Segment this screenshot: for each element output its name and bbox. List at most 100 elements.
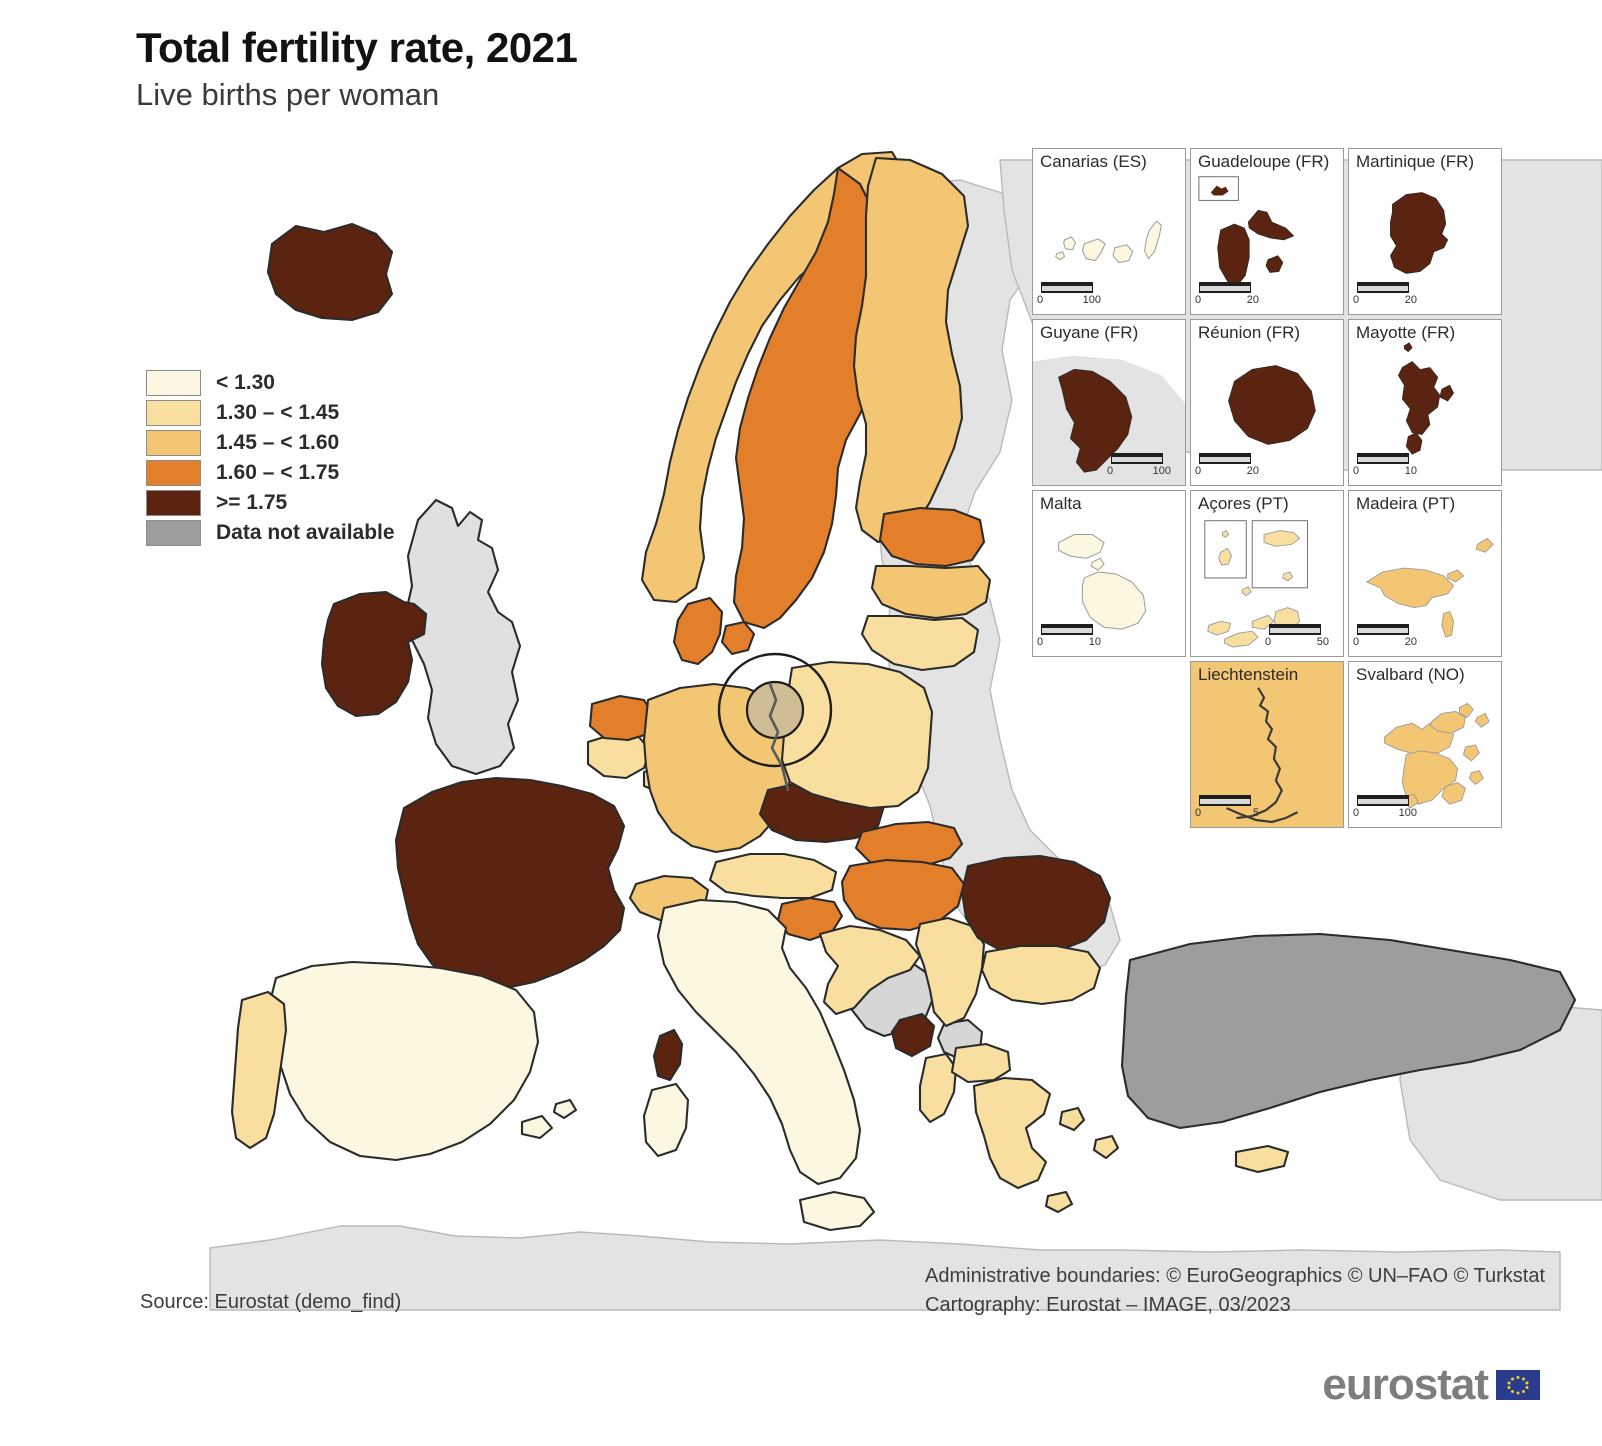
inset-title-mayotte: Mayotte (FR) (1356, 323, 1456, 342)
page-subtitle: Live births per woman (136, 77, 440, 113)
region-italy (656, 898, 862, 1186)
scalebar-min: 0 (1353, 465, 1360, 477)
scalebar-martinique: 0 20 (1353, 282, 1417, 306)
scalebar-bar (1269, 624, 1321, 635)
scalebar-malta: 0 10 (1037, 624, 1101, 648)
region-denmark-isles (720, 620, 756, 656)
scalebar-max: 5 (1252, 807, 1259, 819)
inset-mayotte[interactable]: Mayotte (FR) 0 10 (1348, 319, 1502, 486)
scalebar-bar (1357, 795, 1409, 806)
scalebar-bar (1111, 453, 1163, 464)
region-belgium (586, 732, 652, 780)
source-note: Source: Eurostat (demo_find) (140, 1291, 402, 1313)
legend-label-145-160: 1.45 – < 1.60 (216, 430, 340, 454)
scalebar-min: 0 (1107, 465, 1114, 477)
scalebar-bar (1041, 282, 1093, 293)
legend-swatch-no-data (146, 519, 201, 546)
region-romania (960, 854, 1112, 956)
admin-boundaries-note: Administrative boundaries: © EuroGeograp… (925, 1265, 1546, 1287)
scalebar-bar (1199, 453, 1251, 464)
cartography-note: Cartography: Eurostat – IMAGE, 03/2023 (925, 1294, 1291, 1316)
scalebar-bar (1199, 795, 1251, 806)
region-poland (780, 660, 934, 810)
inset-liechtenstein[interactable]: Liechtenstein 0 5 (1190, 661, 1344, 828)
inset-map-martinique (1390, 192, 1449, 274)
region-bulgaria (980, 944, 1102, 1006)
page-title: Total fertility rate, 2021 (136, 24, 578, 71)
region-iceland (266, 222, 394, 322)
region-north-macedonia (950, 1042, 1012, 1084)
inset-guyane[interactable]: Guyane (FR) 0 100 (1032, 319, 1186, 486)
scalebar-madeira: 0 20 (1353, 624, 1417, 648)
scalebar-min: 0 (1037, 294, 1044, 306)
legend-label-no-data: Data not available (216, 520, 395, 544)
region-spain (268, 960, 540, 1162)
legend-item[interactable]: 1.30 – < 1.45 (146, 398, 395, 427)
scalebar-bar (1199, 282, 1251, 293)
inset-row: Guyane (FR) 0 100 Réunion (FR) (1032, 319, 1514, 486)
attribution-block: Administrative boundaries: © EuroGeograp… (925, 1262, 1545, 1320)
legend-swatch-145-160 (146, 429, 201, 456)
inset-map-malta (1058, 534, 1147, 630)
inset-map-guadeloupe (1198, 176, 1295, 286)
legend-label-160-175: 1.60 – < 1.75 (216, 460, 340, 484)
scalebar-guyane: 0 100 (1107, 453, 1171, 477)
region-slovakia (854, 820, 964, 870)
eu-stars-icon (1507, 1376, 1529, 1395)
nodata-layer (388, 498, 1577, 1130)
scalebar-max: 20 (1246, 294, 1259, 306)
inset-guadeloupe[interactable]: Guadeloupe (FR) 0 20 (1190, 148, 1344, 315)
scalebar-mayotte: 0 10 (1353, 453, 1417, 477)
inset-map-canarias (1055, 220, 1162, 264)
region-cyprus (1234, 1144, 1290, 1174)
scalebar-svalbard: 0 100 (1353, 795, 1417, 819)
legend-label-gte-175: >= 1.75 (216, 490, 288, 514)
inset-svalbard[interactable]: Svalbard (NO) (1348, 661, 1502, 828)
scalebar-max: 20 (1404, 636, 1417, 648)
region-turkiye (1120, 932, 1577, 1130)
inset-canarias[interactable]: Canarias (ES) 0 100 (1032, 148, 1186, 315)
legend-swatch-gte-175 (146, 489, 201, 516)
magnifier-outer-circle (717, 652, 833, 768)
region-greece (972, 1076, 1052, 1190)
scalebar-max: 50 (1316, 636, 1329, 648)
scalebar-liechtenstein: 0 5 (1195, 795, 1259, 819)
legend-item[interactable]: >= 1.75 (146, 488, 395, 517)
eurostat-wordmark: eurostat (1322, 1360, 1489, 1409)
eu-flag-icon (1496, 1370, 1540, 1400)
magnifier-inner-circle (745, 680, 805, 740)
legend-item[interactable]: 1.60 – < 1.75 (146, 458, 395, 487)
map-legend: < 1.30 1.30 – < 1.45 1.45 – < 1.60 1.60 … (146, 368, 395, 548)
region-sicily (798, 1190, 876, 1232)
region-corsica (652, 1028, 684, 1082)
region-estonia (878, 506, 986, 568)
region-ireland (320, 590, 428, 718)
region-lithuania (860, 614, 980, 672)
north-africa (209, 1225, 1561, 1311)
legend-item[interactable]: 1.45 – < 1.60 (146, 428, 395, 457)
inset-title-madeira: Madeira (PT) (1356, 494, 1456, 513)
scalebar-guadeloupe: 0 20 (1195, 282, 1259, 306)
legend-item[interactable]: Data not available (146, 518, 395, 547)
scalebar-min: 0 (1037, 636, 1044, 648)
region-albania (918, 1052, 958, 1124)
scalebar-bar (1357, 453, 1409, 464)
inset-acores[interactable]: Açores (PT) (1190, 490, 1344, 657)
legend-item[interactable]: < 1.30 (146, 368, 395, 397)
scalebar-max: 100 (1152, 465, 1171, 477)
scalebar-max: 10 (1088, 636, 1101, 648)
region-latvia (870, 564, 992, 620)
inset-map-liechtenstein (1226, 687, 1299, 824)
inset-map-guyane (1033, 355, 1185, 485)
inset-madeira[interactable]: Madeira (PT) 0 20 (1348, 490, 1502, 657)
scalebar-bar (1357, 624, 1409, 635)
legend-label-130-145: 1.30 – < 1.45 (216, 400, 340, 424)
inset-reunion[interactable]: Réunion (FR) 0 20 (1190, 319, 1344, 486)
western-europe-layer (230, 590, 1290, 1232)
region-sardinia (642, 1082, 690, 1158)
scalebar-acores: 0 50 (1265, 624, 1329, 648)
inset-martinique[interactable]: Martinique (FR) 0 20 (1348, 148, 1502, 315)
inset-malta[interactable]: Malta 0 10 (1032, 490, 1186, 657)
region-uk (404, 498, 522, 776)
inset-row: Malta 0 10 Açores (PT) (1032, 490, 1514, 657)
